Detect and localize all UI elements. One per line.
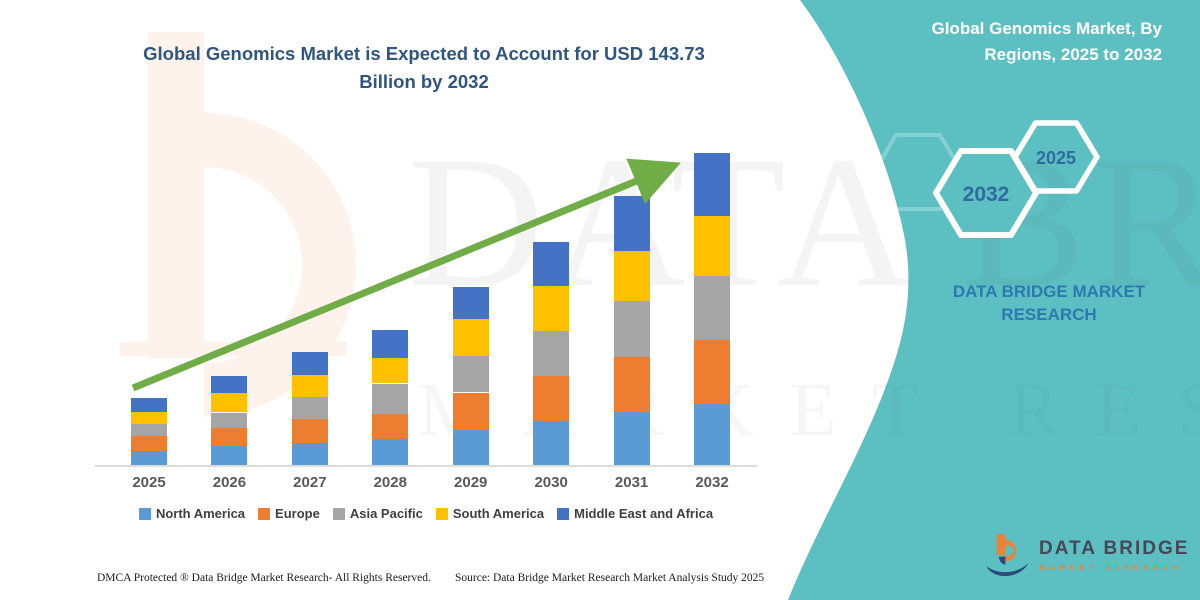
bar-segment-south-america-2025 [131,412,167,424]
legend-label-asia-pacific: Asia Pacific [349,506,423,521]
bar-segment-north-america-2027 [291,442,328,465]
x-axis-line [95,465,757,467]
panel-title: Global Genomics Market, By Regions, 2025… [931,19,1162,65]
brand-text: DATA BRIDGE MARKET RESEARCH [952,282,1146,324]
bar-segment-middle-east-and-africa-2030 [533,241,570,287]
bar-segment-north-america-2025 [131,450,167,465]
bar-segment-south-america-2031 [613,250,650,301]
bar-segment-asia-pacific-2032 [694,276,730,341]
bar-segment-europe-2027 [291,418,328,443]
bar-segment-asia-pacific-2027 [291,396,328,419]
bar-segment-middle-east-and-africa-2028 [372,330,409,359]
legend-item-north-america: North America [138,506,246,521]
bar-segment-europe-2032 [694,340,730,405]
legend-swatch-north-america [138,507,151,520]
legend-item-middle-east-and-africa: Middle East and Africa [557,506,713,521]
legend-swatch-europe [258,507,271,520]
legend-swatch-south-america [435,507,448,520]
legend-label-north-america: North America [155,506,246,521]
bar-segment-asia-pacific-2026 [211,412,248,428]
bar-segment-middle-east-and-africa-2025 [131,397,167,413]
logo-line2: MARKET RESEARCH [1039,563,1183,572]
bar-segment-europe-2028 [372,413,409,440]
x-axis-label-2025: 2025 [132,474,166,491]
bar-segment-asia-pacific-2030 [533,330,570,377]
bar-segment-north-america-2029 [452,429,489,465]
bar-segment-south-america-2032 [694,216,730,277]
bar-segment-europe-2029 [452,392,489,430]
footer-copyright: DMCA Protected ® Data Bridge Market Rese… [97,572,431,584]
bar-segment-middle-east-and-africa-2026 [211,375,248,394]
bar-segment-north-america-2030 [533,421,570,465]
bar-segment-europe-2031 [613,357,650,413]
legend-label-south-america: South America [452,506,545,521]
footer-source: Source: Data Bridge Market Research Mark… [455,572,765,584]
bar-segment-north-america-2031 [613,412,650,465]
bar-segment-asia-pacific-2031 [613,300,650,357]
logo-line1: DATA BRIDGE [1039,538,1190,559]
bar-segment-europe-2030 [533,376,570,422]
legend-label-europe: Europe [275,506,320,521]
bar-segment-south-america-2029 [452,319,489,357]
legend-item-south-america: South America [435,506,545,521]
legend-label-middle-east-and-africa: Middle East and Africa [574,506,714,521]
x-axis-label-2030: 2030 [534,474,568,491]
bar-segment-middle-east-and-africa-2029 [452,286,489,320]
bar-segment-north-america-2028 [372,439,409,465]
data-bridge-logo: DATA BRIDGE MARKET RESEARCH [983,531,1189,579]
bar-segment-europe-2026 [211,427,248,447]
logo-b-icon [986,534,1029,577]
x-axis-label-2029: 2029 [454,474,488,491]
bar-segment-south-america-2027 [291,374,328,397]
bar-segment-south-america-2026 [211,393,248,413]
bar-segment-asia-pacific-2025 [131,424,167,437]
legend-swatch-middle-east-and-africa [557,507,570,520]
x-axis-label-2032: 2032 [695,474,729,491]
bar-segment-asia-pacific-2029 [452,356,489,393]
chart-title: Global Genomics Market is Expected to Ac… [143,43,705,92]
bar-segment-north-america-2026 [211,446,248,465]
logo-text: DATA BRIDGE MARKET RESEARCH [1039,538,1189,572]
chart-legend: North America Europe Asia Pacific South Ame… [90,506,762,521]
x-axis-label-2026: 2026 [212,474,247,491]
bar-segment-middle-east-and-africa-2027 [291,352,328,375]
legend-item-europe: Europe [258,506,320,521]
legend-swatch-asia-pacific [332,507,345,520]
x-axis-label-2027: 2027 [293,474,327,491]
bar-segment-middle-east-and-africa-2032 [694,153,730,216]
bar-segment-south-america-2028 [372,358,409,384]
bar-segment-middle-east-and-africa-2031 [613,196,650,251]
bar-segment-europe-2025 [131,436,167,451]
bar-segment-asia-pacific-2028 [372,383,409,414]
bar-segment-south-america-2030 [533,286,570,331]
x-axis-label-2028: 2028 [373,474,407,491]
legend-item-asia-pacific: Asia Pacific [332,506,423,521]
x-axis-label-2031: 2031 [614,474,649,491]
bar-segment-north-america-2032 [694,404,730,465]
